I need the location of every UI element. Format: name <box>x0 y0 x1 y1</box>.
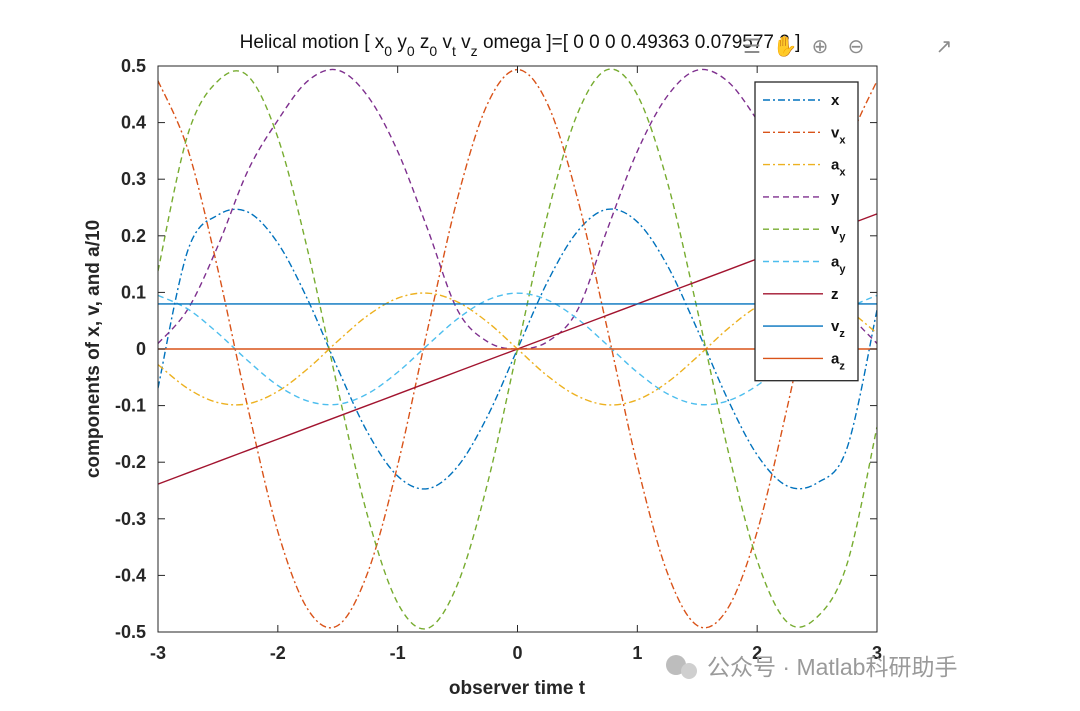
legend-label: vz <box>831 318 845 340</box>
legend-entry-z[interactable]: z <box>763 286 839 303</box>
legend-entry-vx[interactable]: vx <box>763 124 846 146</box>
y-tick-label: 0.3 <box>121 169 146 189</box>
legend-label: x <box>831 92 840 109</box>
y-tick-label: -0.2 <box>115 452 146 472</box>
chart-title: Helical motion [ x0 y0 z0 vt vz omega ]=… <box>240 32 801 59</box>
x-tick-label: -2 <box>270 643 286 663</box>
y-tick-label: 0 <box>136 339 146 359</box>
series-line-vx <box>158 68 877 629</box>
y-tick-label: 0.1 <box>121 282 146 302</box>
y-tick-label: -0.1 <box>115 396 146 416</box>
wechat-logo-icon <box>666 655 697 679</box>
y-tick-label: 0.4 <box>121 113 146 133</box>
y-axis-label: components of x, v, and a/10 <box>83 220 104 478</box>
ticks-layer: -3 -2 -1 0 1 2 3 -0.5 -0.4 -0.3 -0.2 -0.1 0 0.1 0.2 0.3… <box>115 56 882 663</box>
legend-entry-vz[interactable]: vz <box>763 318 845 340</box>
x-tick-label: 1 <box>632 643 642 663</box>
series-line-ay <box>158 292 877 406</box>
legend-label: ay <box>831 254 846 276</box>
legend-label: vx <box>831 124 846 146</box>
y-tick-label: -0.4 <box>115 565 146 585</box>
legend-entry-x[interactable]: x <box>763 92 840 109</box>
series-line-y <box>158 68 877 350</box>
y-tick-label: 0.2 <box>121 226 146 246</box>
legend-entry-vy[interactable]: vy <box>763 221 846 243</box>
watermark: 公众号 · Matlab科研助手 <box>707 654 957 680</box>
legend-label: vy <box>831 221 846 243</box>
zoom-out-icon[interactable]: ⊖ <box>848 36 865 58</box>
y-tick-label: -0.3 <box>115 509 146 529</box>
legend-entry-ax[interactable]: ax <box>763 157 846 179</box>
restore-view-icon[interactable]: ↗ <box>936 36 953 58</box>
x-axis-label: observer time t <box>449 678 586 699</box>
x-tick-label: -3 <box>150 643 166 663</box>
legend-label: y <box>831 189 840 206</box>
axes-toolbar: ☰ ✋ ⊕ ⊖ ↗ <box>743 34 952 58</box>
x-tick-label: 0 <box>512 643 522 663</box>
legend-label: az <box>831 350 845 372</box>
y-tick-label: -0.5 <box>115 622 146 642</box>
legend[interactable]: x vx ax y vy ay z vz az <box>754 81 859 382</box>
x-tick-label: 2 <box>752 643 762 663</box>
legend-entry-ay[interactable]: ay <box>763 254 846 276</box>
zoom-in-icon[interactable]: ⊕ <box>812 36 829 58</box>
x-tick-label: 3 <box>872 643 882 663</box>
series-line-vy <box>158 68 877 630</box>
x-tick-label: -1 <box>390 643 406 663</box>
legend-entry-y[interactable]: y <box>763 189 840 206</box>
legend-label: ax <box>831 157 846 179</box>
legend-label: z <box>831 286 839 303</box>
pan-hand-icon[interactable]: ✋ <box>773 34 798 58</box>
legend-toggle-icon[interactable]: ☰ <box>743 36 761 58</box>
legend-entry-az[interactable]: az <box>763 350 845 372</box>
y-tick-label: 0.5 <box>121 56 146 76</box>
legend-box <box>754 81 859 382</box>
